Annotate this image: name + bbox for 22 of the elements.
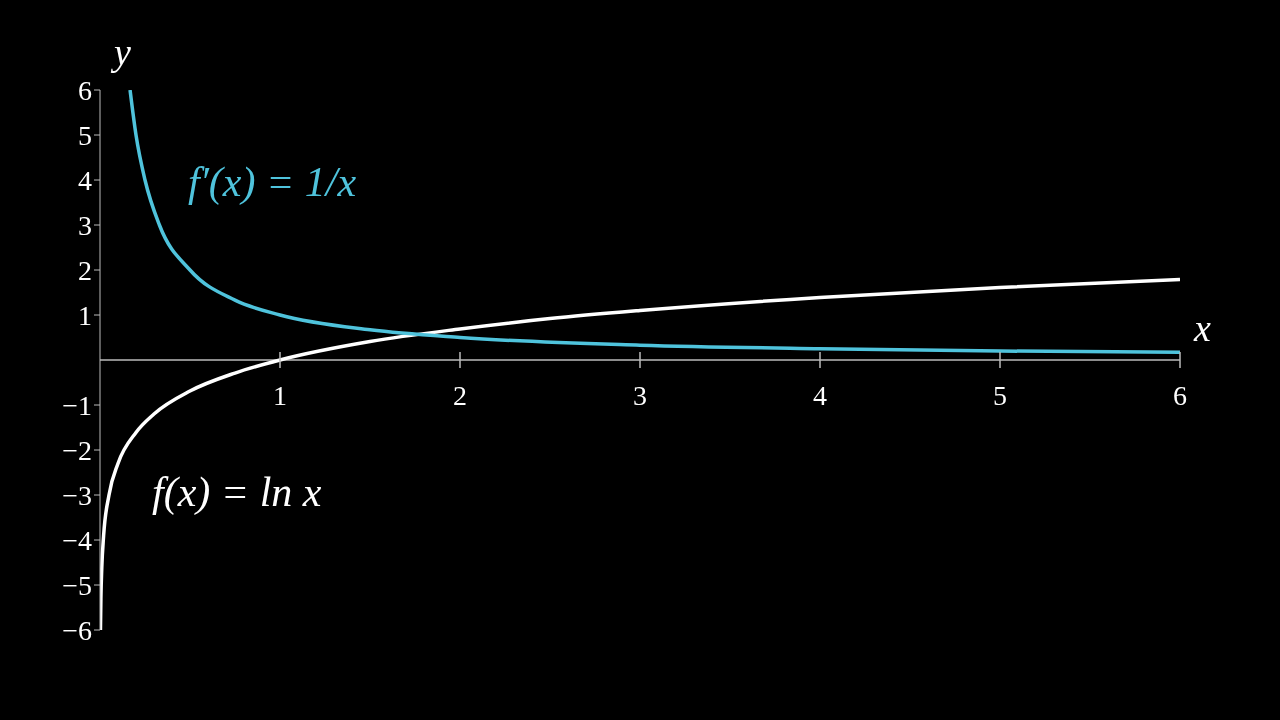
x-tick-label: 3 — [633, 380, 647, 411]
y-tick-label: 4 — [78, 164, 92, 196]
series-label: f′(x) = 1/x — [188, 158, 357, 206]
x-axis-title: x — [1194, 306, 1211, 350]
y-tick-label: 3 — [78, 209, 92, 241]
x-tick-label: 6 — [1173, 380, 1187, 411]
x-tick-label: 4 — [813, 380, 827, 411]
y-tick-label: −3 — [62, 479, 92, 511]
y-tick-label: −2 — [62, 434, 92, 466]
x-tick-label: 2 — [453, 380, 467, 411]
x-tick-label: 5 — [993, 380, 1007, 411]
series-label: f(x) = ln x — [152, 468, 322, 516]
y-tick-label: 6 — [78, 74, 92, 106]
y-tick-label: −6 — [62, 614, 92, 646]
y-tick-label: 1 — [78, 299, 92, 331]
x-tick-label: 1 — [273, 380, 287, 411]
y-tick-label: 5 — [78, 119, 92, 151]
y-tick-label: 2 — [78, 254, 92, 286]
y-tick-label: −4 — [62, 524, 92, 556]
y-tick-label: −5 — [62, 569, 92, 601]
line-series — [128, 90, 1180, 355]
y-tick-label: −1 — [62, 389, 92, 421]
